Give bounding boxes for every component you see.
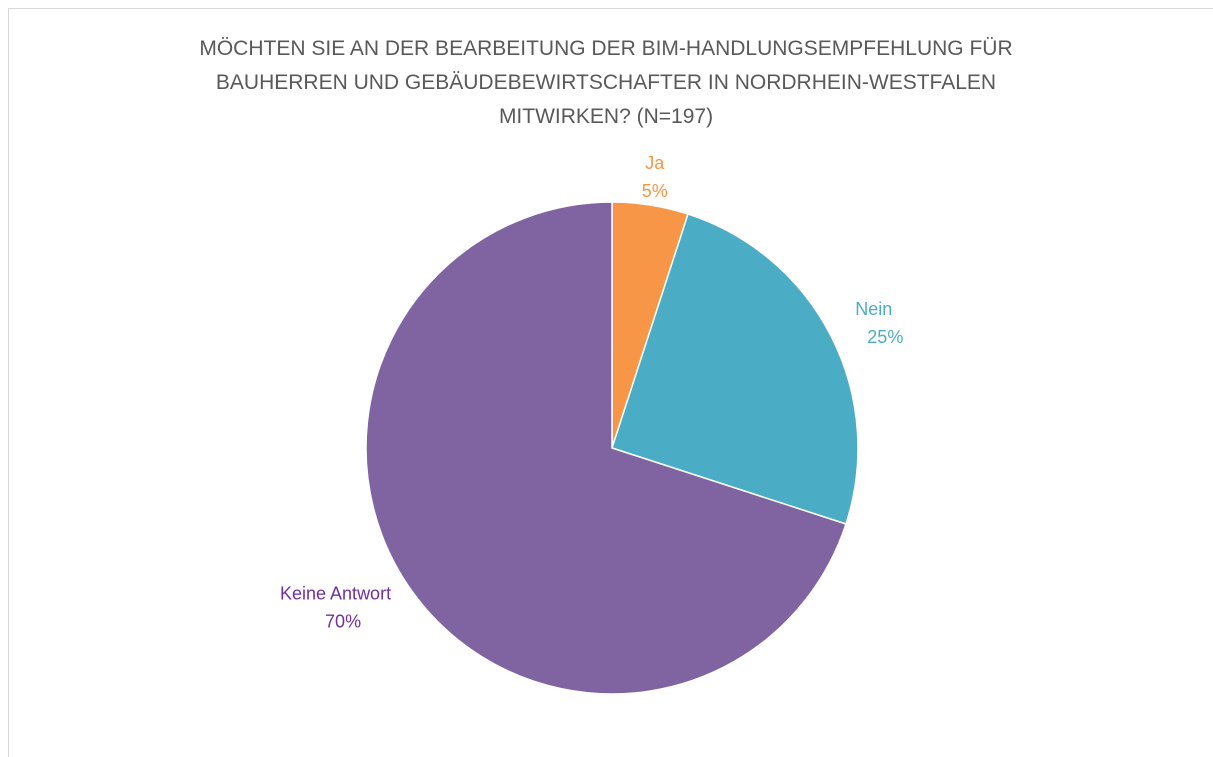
data-label-value: 5% (642, 181, 668, 201)
data-label-category: Ja (645, 153, 665, 173)
pie-slice (611, 213, 859, 525)
data-label: Ja 5% (642, 153, 668, 201)
data-label: Nein 25% (855, 299, 903, 347)
data-label-value: 70% (325, 611, 361, 631)
chart-border (8, 8, 1213, 757)
chart-title: MÖCHTEN SIE AN DER BEARBEITUNG DER BIM-H… (199, 37, 1013, 128)
data-label-value: 25% (867, 327, 903, 347)
data-label-category: Keine Antwort (280, 583, 391, 603)
data-label-category: Nein (855, 299, 892, 319)
pie-slice (365, 201, 847, 695)
data-label: Keine Antwort 70% (280, 583, 391, 631)
